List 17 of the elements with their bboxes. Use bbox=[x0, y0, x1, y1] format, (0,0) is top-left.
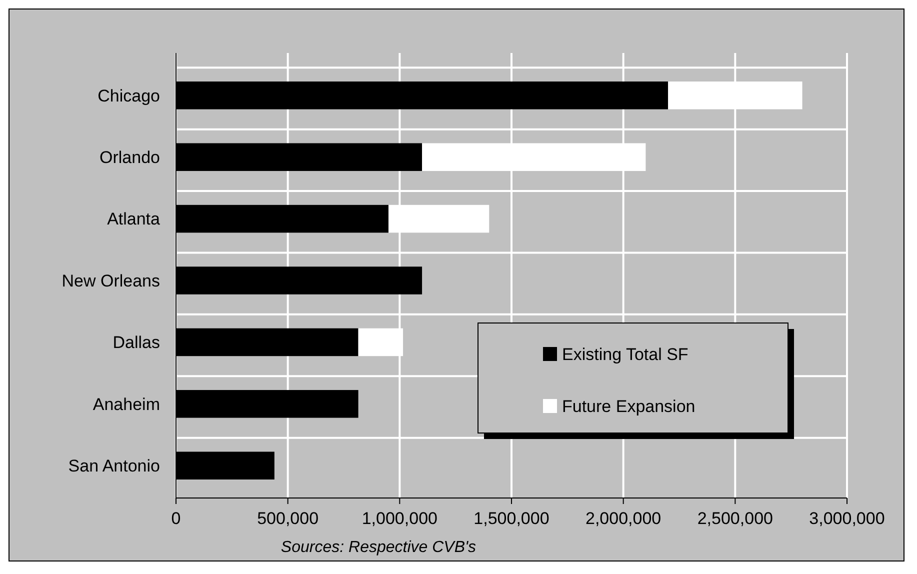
x-tick-label: 2,500,000 bbox=[697, 509, 773, 528]
legend-label: Existing Total SF bbox=[562, 344, 688, 364]
y-tick-label: Anaheim bbox=[92, 394, 160, 414]
legend-label: Future Expansion bbox=[562, 396, 696, 416]
y-tick-label: New Orleans bbox=[62, 271, 160, 290]
x-tick-label: 1,000,000 bbox=[362, 509, 438, 528]
y-tick-label: Orlando bbox=[100, 148, 160, 168]
x-tick-label: 1,500,000 bbox=[474, 509, 550, 528]
y-tick-label: Dallas bbox=[112, 333, 160, 352]
y-tick-label: Chicago bbox=[98, 86, 160, 106]
x-tick-label: 2,000,000 bbox=[586, 509, 662, 528]
x-tick-label: 0 bbox=[171, 509, 181, 528]
y-tick-label: Atlanta bbox=[107, 210, 161, 229]
x-tick-label: 500,000 bbox=[257, 509, 319, 528]
source-note: Sources: Respective CVB's bbox=[280, 539, 476, 556]
y-tick-label: San Antonio bbox=[68, 456, 160, 476]
x-tick-label: 3,000,000 bbox=[809, 509, 885, 528]
